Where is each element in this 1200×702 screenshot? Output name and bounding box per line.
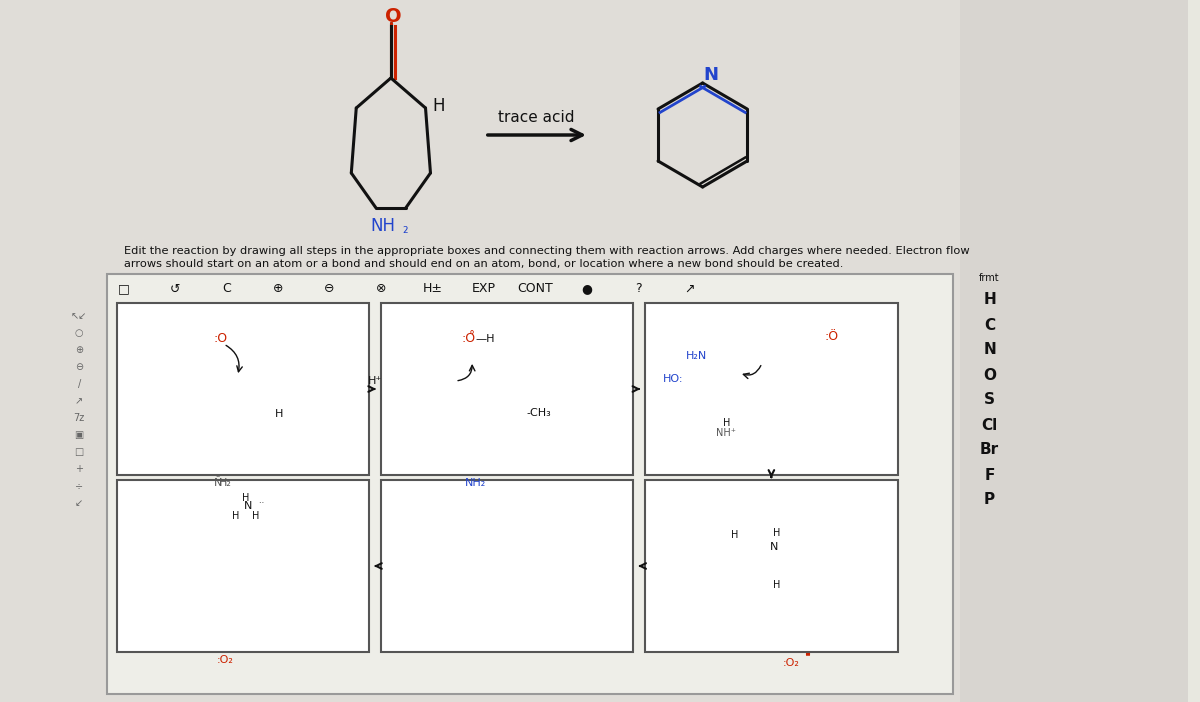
Text: H: H — [432, 97, 445, 115]
Text: H: H — [252, 511, 259, 521]
Text: N: N — [244, 501, 252, 511]
Text: ↖↙: ↖↙ — [71, 311, 88, 321]
Text: □: □ — [74, 447, 84, 457]
Text: ▣: ▣ — [74, 430, 84, 440]
Text: 7z: 7z — [73, 413, 85, 423]
Text: O: O — [983, 368, 996, 383]
Bar — [380, 480, 634, 652]
Text: H: H — [232, 511, 239, 521]
Text: NH⁺: NH⁺ — [716, 428, 737, 438]
Text: NH₂: NH₂ — [464, 478, 486, 488]
Text: trace acid: trace acid — [498, 110, 575, 126]
Text: ··: ·· — [259, 498, 268, 508]
Text: H: H — [773, 580, 780, 590]
Text: CONT: CONT — [517, 282, 553, 296]
Text: ○: ○ — [74, 328, 84, 338]
Text: N: N — [983, 343, 996, 357]
Text: :O₂: :O₂ — [217, 655, 234, 665]
Bar — [960, 0, 1188, 702]
Text: O: O — [384, 6, 401, 25]
Text: ⊖: ⊖ — [324, 282, 335, 296]
Bar — [646, 303, 898, 475]
Text: H₂: H₂ — [220, 478, 232, 488]
Text: ↗: ↗ — [684, 282, 695, 296]
Text: /: / — [78, 379, 80, 389]
Text: :Ö: :Ö — [824, 331, 839, 343]
Text: H±: H± — [422, 282, 443, 296]
Bar — [107, 274, 953, 694]
Text: —H: —H — [475, 334, 494, 344]
Text: -CH₃: -CH₃ — [527, 408, 552, 418]
Text: :O: :O — [214, 333, 228, 345]
Text: Br: Br — [980, 442, 1000, 458]
Text: N: N — [769, 542, 778, 552]
Bar — [646, 480, 898, 652]
Bar — [380, 303, 634, 475]
Text: C: C — [222, 282, 230, 296]
Bar — [116, 303, 370, 475]
Text: ₂: ₂ — [402, 222, 408, 236]
Text: :O̊: :O̊ — [461, 333, 475, 345]
Text: H: H — [275, 409, 283, 419]
Text: Ñ: Ñ — [214, 478, 222, 488]
Text: H: H — [983, 293, 996, 307]
Text: ⊕: ⊕ — [76, 345, 83, 355]
Text: ?: ? — [635, 282, 642, 296]
Text: Cl: Cl — [982, 418, 997, 432]
Text: ⊕: ⊕ — [272, 282, 283, 296]
Text: H: H — [722, 418, 730, 428]
Text: ÷: ÷ — [76, 481, 83, 491]
Text: ⊗: ⊗ — [376, 282, 386, 296]
Text: H⁺: H⁺ — [368, 376, 382, 386]
Text: +: + — [76, 464, 83, 474]
Text: S: S — [984, 392, 995, 407]
Text: :O₂: :O₂ — [784, 658, 800, 668]
Text: ⊖: ⊖ — [76, 362, 83, 372]
Text: C: C — [984, 317, 995, 333]
Text: NH: NH — [371, 217, 396, 235]
Bar — [116, 480, 370, 652]
Text: F: F — [984, 468, 995, 482]
Text: EXP: EXP — [472, 282, 496, 296]
Text: H: H — [773, 528, 780, 538]
Text: H: H — [731, 530, 738, 540]
Text: frmt: frmt — [979, 273, 1000, 283]
Text: ●: ● — [581, 282, 593, 296]
Text: Edit the reaction by drawing all steps in the appropriate boxes and connecting t: Edit the reaction by drawing all steps i… — [124, 246, 970, 269]
Text: ↗: ↗ — [76, 396, 83, 406]
Text: □: □ — [118, 282, 130, 296]
Text: ↺: ↺ — [170, 282, 180, 296]
Text: H: H — [241, 493, 250, 503]
Text: P: P — [984, 493, 995, 508]
Text: HO:: HO: — [662, 374, 683, 384]
Text: N: N — [703, 66, 718, 84]
Text: H₂N: H₂N — [686, 351, 707, 361]
Text: ↙: ↙ — [76, 498, 83, 508]
